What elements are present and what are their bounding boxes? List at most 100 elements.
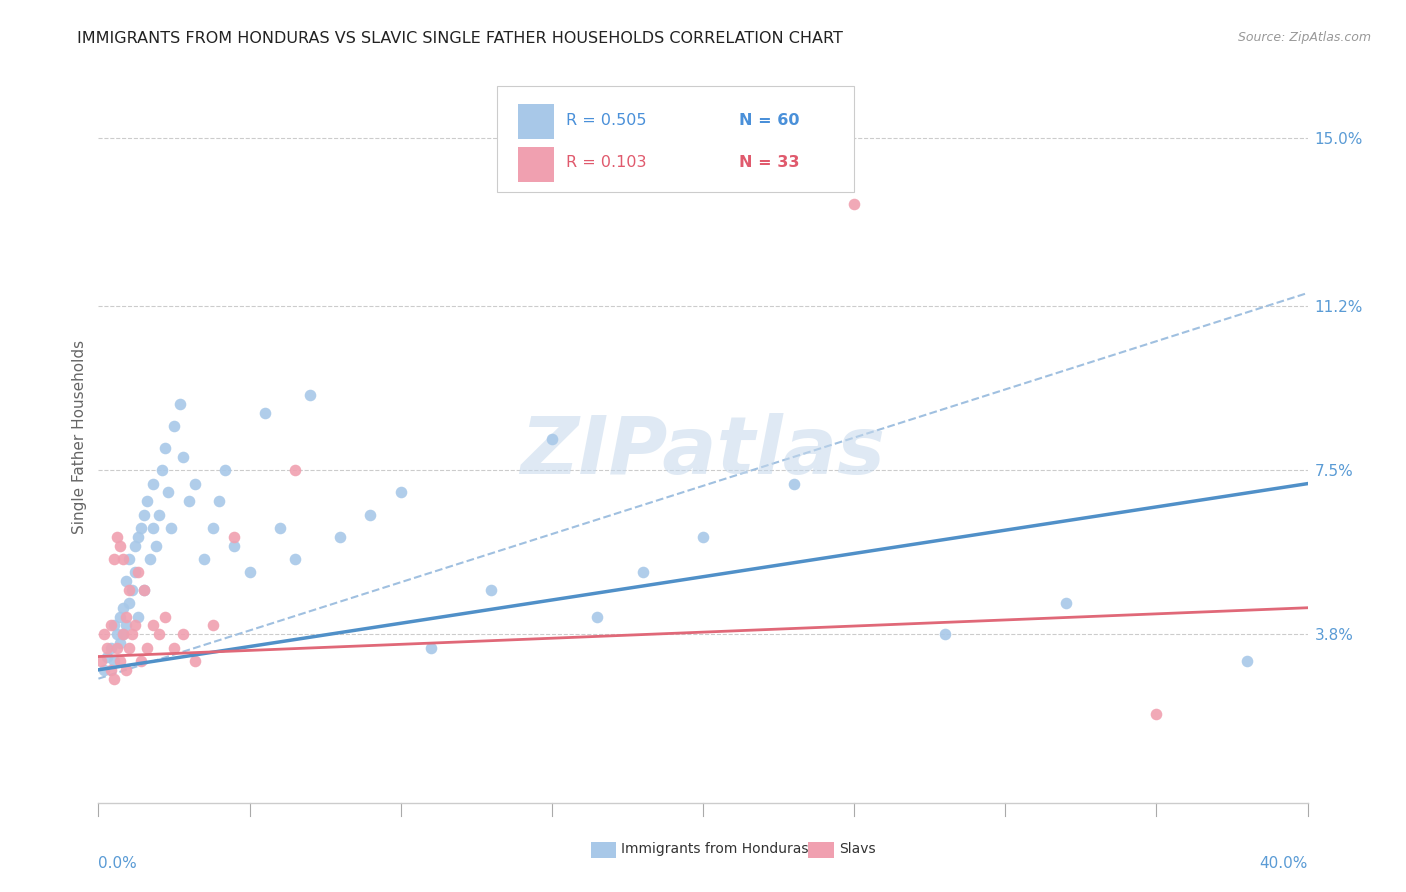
Point [108, 654, 131, 668]
Point [148, 627, 170, 641]
Point [193, 552, 215, 566]
Point [124, 618, 146, 632]
Point [172, 627, 194, 641]
Point [299, 388, 322, 402]
Point [208, 494, 231, 508]
Point [108, 636, 131, 650]
Point [135, 640, 157, 655]
Point [269, 521, 291, 535]
Point [118, 582, 141, 597]
Point [132, 582, 155, 597]
Point [127, 609, 149, 624]
Point [114, 609, 136, 624]
Point [135, 494, 157, 508]
Point [100, 618, 122, 632]
Point [586, 609, 609, 624]
Text: N = 60: N = 60 [740, 113, 800, 128]
Text: 40.0%: 40.0% [1260, 856, 1308, 871]
Point [103, 672, 125, 686]
Point [631, 566, 654, 580]
Point [253, 406, 276, 420]
Point [1054, 596, 1077, 610]
Point [111, 627, 134, 641]
Point [844, 197, 866, 211]
Point [202, 618, 225, 632]
FancyBboxPatch shape [517, 104, 554, 139]
Point [202, 521, 225, 535]
Point [153, 441, 176, 455]
Text: Immigrants from Honduras: Immigrants from Honduras [621, 842, 808, 856]
Text: R = 0.103: R = 0.103 [567, 155, 647, 170]
Point [1236, 654, 1258, 668]
Point [783, 476, 806, 491]
Point [100, 640, 122, 655]
Point [139, 552, 162, 566]
Point [934, 627, 956, 641]
Point [108, 539, 131, 553]
Point [132, 582, 155, 597]
Point [103, 618, 125, 632]
Point [129, 654, 152, 668]
Text: 0.0%: 0.0% [98, 856, 138, 871]
Point [284, 463, 307, 477]
Point [124, 566, 146, 580]
Point [114, 663, 136, 677]
Point [100, 663, 122, 677]
Point [111, 627, 134, 641]
Point [481, 582, 503, 597]
Point [118, 596, 141, 610]
Point [96, 640, 118, 655]
Point [214, 463, 236, 477]
Point [1144, 707, 1167, 722]
Point [111, 600, 134, 615]
Point [111, 552, 134, 566]
Text: N = 33: N = 33 [740, 155, 800, 170]
Point [142, 521, 165, 535]
Point [132, 508, 155, 522]
Point [90, 654, 112, 668]
Point [124, 539, 146, 553]
Point [118, 552, 141, 566]
Point [93, 663, 115, 677]
Point [224, 530, 246, 544]
Point [108, 609, 131, 624]
Point [105, 627, 128, 641]
Point [96, 649, 118, 664]
Y-axis label: Single Father Households: Single Father Households [72, 340, 87, 534]
Point [127, 566, 149, 580]
Point [184, 654, 207, 668]
Point [156, 485, 179, 500]
Point [163, 419, 186, 434]
Point [692, 530, 714, 544]
FancyBboxPatch shape [517, 146, 554, 182]
Point [145, 539, 167, 553]
Point [121, 627, 143, 641]
Point [105, 530, 128, 544]
Point [163, 640, 186, 655]
Text: ZIPatlas: ZIPatlas [520, 413, 886, 491]
Point [160, 521, 183, 535]
Point [184, 476, 207, 491]
Point [103, 654, 125, 668]
Point [540, 432, 562, 446]
Point [118, 640, 141, 655]
Text: Source: ZipAtlas.com: Source: ZipAtlas.com [1237, 31, 1371, 45]
Point [360, 508, 382, 522]
Point [169, 397, 191, 411]
Point [420, 640, 443, 655]
Text: R = 0.505: R = 0.505 [567, 113, 647, 128]
Point [105, 640, 128, 655]
Point [150, 463, 173, 477]
Point [179, 494, 201, 508]
Text: Slavs: Slavs [839, 842, 876, 856]
Point [142, 618, 165, 632]
Point [93, 627, 115, 641]
Point [129, 521, 152, 535]
Point [329, 530, 352, 544]
Point [148, 508, 170, 522]
FancyBboxPatch shape [498, 86, 855, 192]
Point [224, 539, 246, 553]
Point [142, 476, 165, 491]
Point [389, 485, 412, 500]
Point [284, 552, 307, 566]
